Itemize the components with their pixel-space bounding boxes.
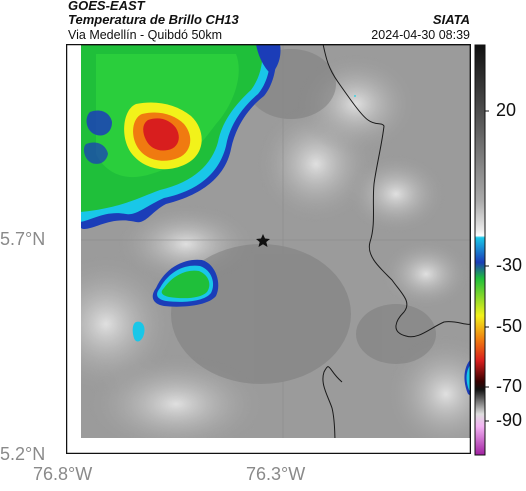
boundary-line-south bbox=[322, 366, 343, 455]
lat-label-bottom: 5.2°N bbox=[0, 444, 46, 464]
timestamp-label: 2024-04-30 08:39 bbox=[371, 28, 470, 42]
colorbar-tick-minus70: -70 bbox=[496, 376, 523, 396]
convective-cloud-north bbox=[79, 44, 281, 229]
lon-label-left: 76.8°W bbox=[33, 464, 93, 484]
colorbar-tick-minus30: -30 bbox=[496, 255, 523, 275]
boundary-line bbox=[322, 43, 472, 338]
map-svg bbox=[36, 43, 506, 455]
colorbar: 20 -30 -50 -70 -90 bbox=[472, 44, 526, 456]
product-subtitle: Temperatura de Brillo CH13 bbox=[68, 12, 239, 27]
colorbar-tick-minus50: -50 bbox=[496, 316, 523, 336]
colorbar-tick-20: 20 bbox=[496, 100, 517, 120]
satellite-map[interactable] bbox=[36, 43, 506, 455]
lat-label-top: 5.7°N bbox=[0, 229, 46, 249]
star-icon bbox=[256, 234, 270, 247]
colorbar-svg bbox=[474, 44, 489, 456]
lon-label-mid: 76.3°W bbox=[246, 464, 306, 484]
colorbar-tick-minus90: -90 bbox=[496, 410, 523, 430]
region-label: Via Medellín - Quibdó 50km bbox=[68, 28, 223, 42]
colorbar-ticks bbox=[485, 110, 489, 422]
product-title: GOES-EAST bbox=[68, 0, 145, 13]
organization-label: SIATA bbox=[432, 12, 470, 27]
convective-cloud-south bbox=[132, 259, 219, 342]
